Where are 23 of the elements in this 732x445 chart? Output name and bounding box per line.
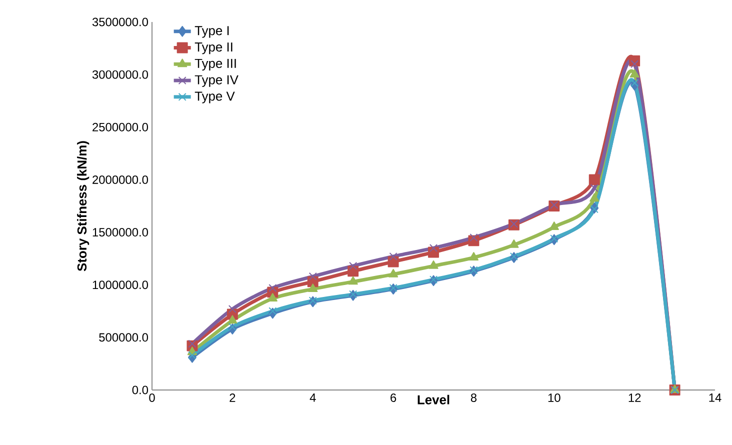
y-tick-label: 1500000.0	[92, 228, 148, 236]
legend-label: Type V	[194, 92, 235, 104]
y-tick-label: 3500000.0	[92, 18, 148, 26]
legend-label: Type IV	[194, 75, 238, 87]
x-tick-label: 12	[628, 394, 641, 402]
x-tick-label: 4	[310, 394, 316, 402]
x-tick-label: 2	[230, 394, 236, 402]
legend-label: Type II	[194, 42, 232, 54]
y-tick-label: 0.0	[132, 386, 148, 394]
y-tick-label: 2500000.0	[92, 122, 148, 132]
x-axis-title: Level	[418, 394, 450, 404]
legend-label: Type I	[194, 26, 229, 38]
y-tick-label: 500000.0	[99, 333, 148, 342]
y-tick-label: 3000000.0	[92, 70, 148, 79]
x-tick-label: 10	[548, 394, 560, 402]
x-tick-label: 0	[149, 394, 155, 402]
y-axis-title: Story Stifness (kN/m)	[77, 141, 90, 272]
y-tick-label: 2000000.0	[92, 175, 148, 184]
y-tick-label: 1000000.0	[92, 280, 148, 290]
legend-label: Type III	[194, 58, 236, 71]
x-tick-label: 8	[470, 394, 477, 402]
x-tick-label: 14	[709, 394, 722, 402]
x-tick-label: 6	[390, 394, 396, 402]
